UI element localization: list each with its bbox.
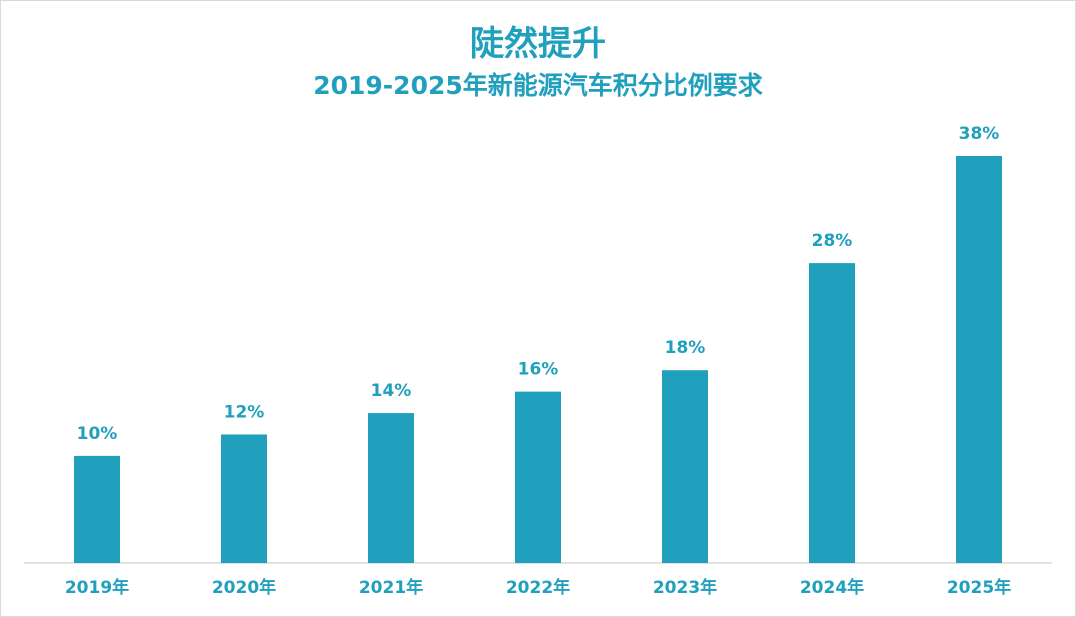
chart-subtitle: 2019-2025年新能源汽车积分比例要求 (313, 71, 763, 100)
value-label: 38% (959, 124, 1000, 144)
bar-2021年 (368, 413, 414, 563)
x-tick-label: 2025年 (947, 577, 1011, 598)
x-tick-label: 2021年 (359, 577, 423, 598)
x-tick-label: 2024年 (800, 577, 864, 598)
x-tick-label: 2019年 (65, 577, 129, 598)
bar-2020年 (221, 434, 267, 563)
value-label: 12% (224, 402, 265, 422)
chart-title: 陡然提升 (470, 24, 606, 64)
value-label: 14% (371, 381, 412, 401)
value-label: 10% (77, 424, 118, 444)
bar-2022年 (515, 391, 561, 563)
bar-2019年 (74, 455, 120, 563)
value-label: 16% (518, 360, 559, 380)
bar-2024年 (809, 263, 855, 563)
x-tick-label: 2022年 (506, 577, 570, 598)
value-label: 28% (812, 231, 853, 251)
x-tick-label: 2020年 (212, 577, 276, 598)
value-label: 18% (665, 338, 706, 358)
bar-2025年 (956, 156, 1002, 563)
x-tick-label: 2023年 (653, 577, 717, 598)
bar-2023年 (662, 370, 708, 563)
